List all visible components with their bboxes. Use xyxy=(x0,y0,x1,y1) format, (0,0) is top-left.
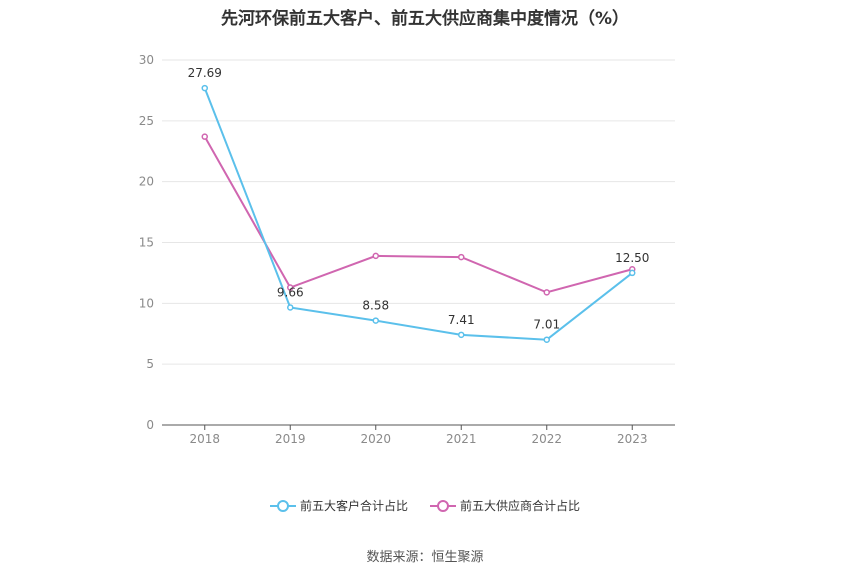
data-point[interactable] xyxy=(287,304,294,311)
data-source-note: 数据来源：恒生聚源 xyxy=(366,550,484,565)
legend-marker-customers-icon xyxy=(269,499,296,512)
data-point[interactable] xyxy=(543,289,550,296)
data-point[interactable] xyxy=(201,133,208,140)
data-point[interactable] xyxy=(372,252,379,260)
data-label: 7.41 xyxy=(448,313,475,327)
legend-item-customers[interactable]: 前五大客户合计占比 xyxy=(269,497,408,514)
x-tick-label: 2019 xyxy=(275,432,306,446)
y-tick-label: 10 xyxy=(139,296,154,310)
data-point[interactable] xyxy=(201,84,208,92)
y-tick-label: 15 xyxy=(139,236,154,250)
data-label: 27.69 xyxy=(188,66,222,80)
chart-title: 先河环保前五大客户、前五大供应商集中度情况（%） xyxy=(220,9,630,29)
data-label: 8.58 xyxy=(362,299,389,313)
data-label: 9.66 xyxy=(277,285,304,299)
series-line-0 xyxy=(203,87,633,341)
legend-marker-suppliers-icon xyxy=(430,499,456,512)
data-point[interactable] xyxy=(458,253,465,261)
data-label: 12.50 xyxy=(615,251,649,265)
data-point[interactable] xyxy=(287,284,294,291)
data-point[interactable] xyxy=(372,317,379,324)
legend-label-suppliers: 前五大供应商合计占比 xyxy=(460,499,581,513)
data-label: 7.01 xyxy=(533,318,560,332)
x-tick-label: 2021 xyxy=(446,432,477,446)
legend-item-suppliers[interactable]: 前五大供应商合计占比 xyxy=(430,497,580,514)
x-tick-label: 2020 xyxy=(360,432,391,446)
y-tick-label: 20 xyxy=(139,175,154,189)
y-tick-label: 30 xyxy=(139,53,154,67)
x-tick-label: 2023 xyxy=(617,432,648,446)
y-tick-label: 25 xyxy=(139,114,154,128)
data-point[interactable] xyxy=(458,331,465,339)
x-tick-label: 2022 xyxy=(531,432,562,446)
series-line-1 xyxy=(203,136,633,294)
x-tick-label: 2018 xyxy=(189,432,220,446)
legend: 前五大客户合计占比 前五大供应商合计占比 xyxy=(0,497,850,514)
y-tick-label: 5 xyxy=(146,357,154,371)
y-tick-label: 0 xyxy=(146,418,154,432)
data-point[interactable] xyxy=(629,269,636,277)
legend-label-customers: 前五大客户合计占比 xyxy=(299,499,408,513)
data-point[interactable] xyxy=(543,336,550,343)
